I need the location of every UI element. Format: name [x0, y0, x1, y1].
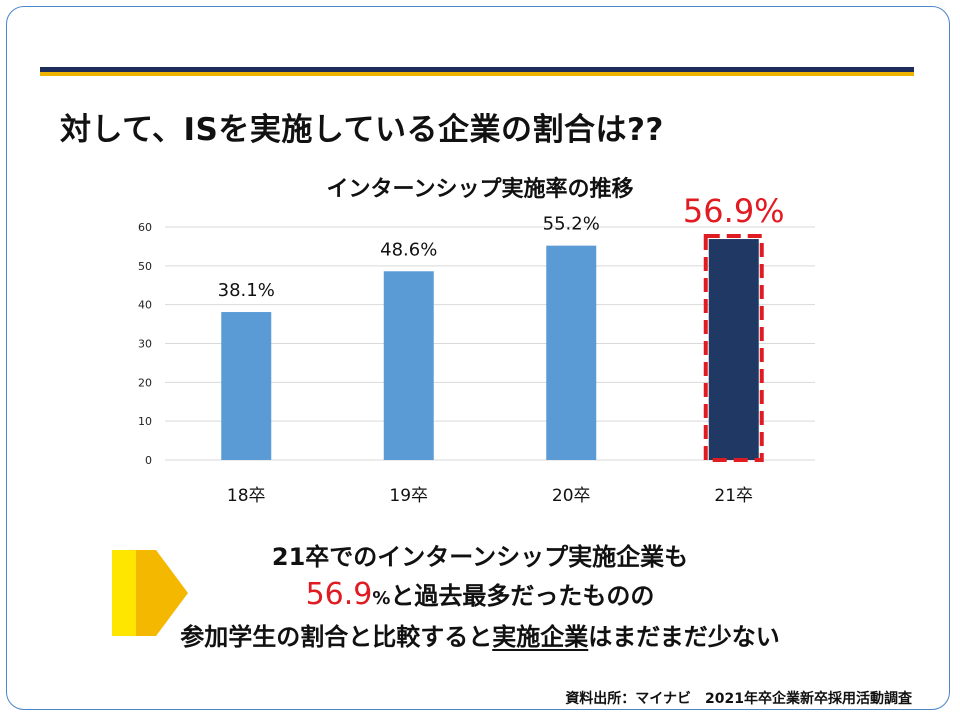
bar	[221, 312, 272, 460]
chart-title: インターンシップ実施率の推移	[326, 177, 634, 202]
x-tick-label: 21卒	[714, 486, 753, 506]
highlight-border	[703, 234, 764, 462]
double-arrow-icon	[112, 550, 188, 636]
bar	[383, 271, 434, 460]
header-rule-navy	[40, 67, 914, 72]
data-label: 56.9%	[683, 192, 785, 230]
summary-line-3: 参加学生の割合と比較すると実施企業はまだまだ少ない	[0, 618, 960, 656]
summary-percent-sign: %	[372, 588, 391, 609]
slide-title: 対して、ISを実施している企業の割合は??	[60, 112, 664, 148]
summary-line-3c: はまだまだ少ない	[588, 623, 780, 651]
y-tick-label: 0	[145, 454, 152, 467]
summary-text: 21卒でのインターンシップ実施企業も 56.9%と過去最多だったものの 参加学生…	[0, 538, 960, 656]
arrow-chevron-2	[136, 550, 188, 636]
y-tick-label: 40	[138, 299, 152, 312]
y-tick-label: 30	[138, 338, 152, 351]
summary-line-3b-underlined: 実施企業	[492, 623, 589, 651]
summary-line-1: 21卒でのインターンシップ実施企業も	[271, 543, 689, 571]
summary-line-2-rest: と過去最多だったものの	[390, 582, 655, 610]
y-tick-label: 10	[138, 415, 152, 428]
data-label: 48.6%	[380, 239, 437, 260]
bar	[708, 239, 759, 460]
source-note: 資料出所：マイナビ 2021年卒企業新卒採用活動調査	[565, 691, 912, 707]
slide-frame	[6, 6, 950, 710]
summary-highlight-value: 56.9	[305, 577, 373, 612]
y-tick-label: 20	[138, 376, 152, 389]
bar-chart: 0 10 20 30 40 50 60 38.1% 18卒 48.6% 19卒 55.2% 20卒 56.…	[138, 192, 815, 506]
y-tick-label: 50	[138, 260, 152, 273]
summary-line-3a: 参加学生の割合と比較すると	[180, 623, 493, 651]
x-tick-label: 20卒	[552, 486, 591, 506]
x-tick-label: 19卒	[389, 486, 428, 506]
data-label: 55.2%	[543, 214, 600, 235]
header-rule-gold	[40, 72, 914, 76]
summary-line-2: 56.9%と過去最多だったものの	[0, 576, 960, 618]
x-tick-label: 18卒	[227, 486, 266, 506]
y-tick-label: 60	[138, 221, 152, 234]
data-label: 38.1%	[218, 280, 275, 301]
bar	[546, 245, 597, 460]
